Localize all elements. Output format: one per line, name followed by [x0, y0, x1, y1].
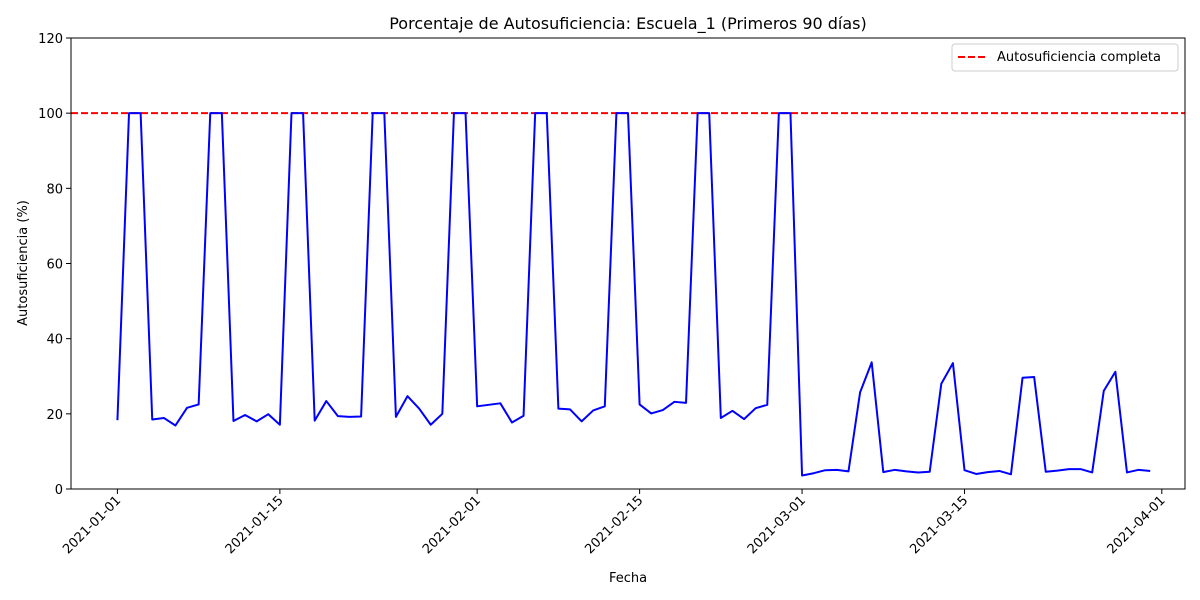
legend-box [951, 43, 1179, 72]
y-tick-label: 60 [46, 258, 63, 273]
y-tick-label: 80 [46, 182, 63, 197]
y-tick-label: 120 [38, 32, 63, 47]
y-axis-label: Autosuficiencia (%) [16, 200, 31, 326]
y-tick-label: 40 [46, 333, 63, 348]
x-axis-label: Fecha [609, 571, 647, 586]
legend: Autosuficiencia completa [951, 43, 1179, 72]
chart-title: Porcentaje de Autosuficiencia: Escuela_1… [389, 14, 867, 34]
y-axis: 0 20 40 60 80 100 120 [38, 32, 71, 498]
legend-label-reference: Autosuficiencia completa [997, 50, 1161, 65]
series-layer [116, 112, 1151, 477]
series-line [116, 112, 1151, 477]
y-tick-label: 0 [55, 483, 63, 498]
y-tick-label: 20 [46, 408, 63, 423]
y-tick-label: 100 [38, 107, 63, 122]
